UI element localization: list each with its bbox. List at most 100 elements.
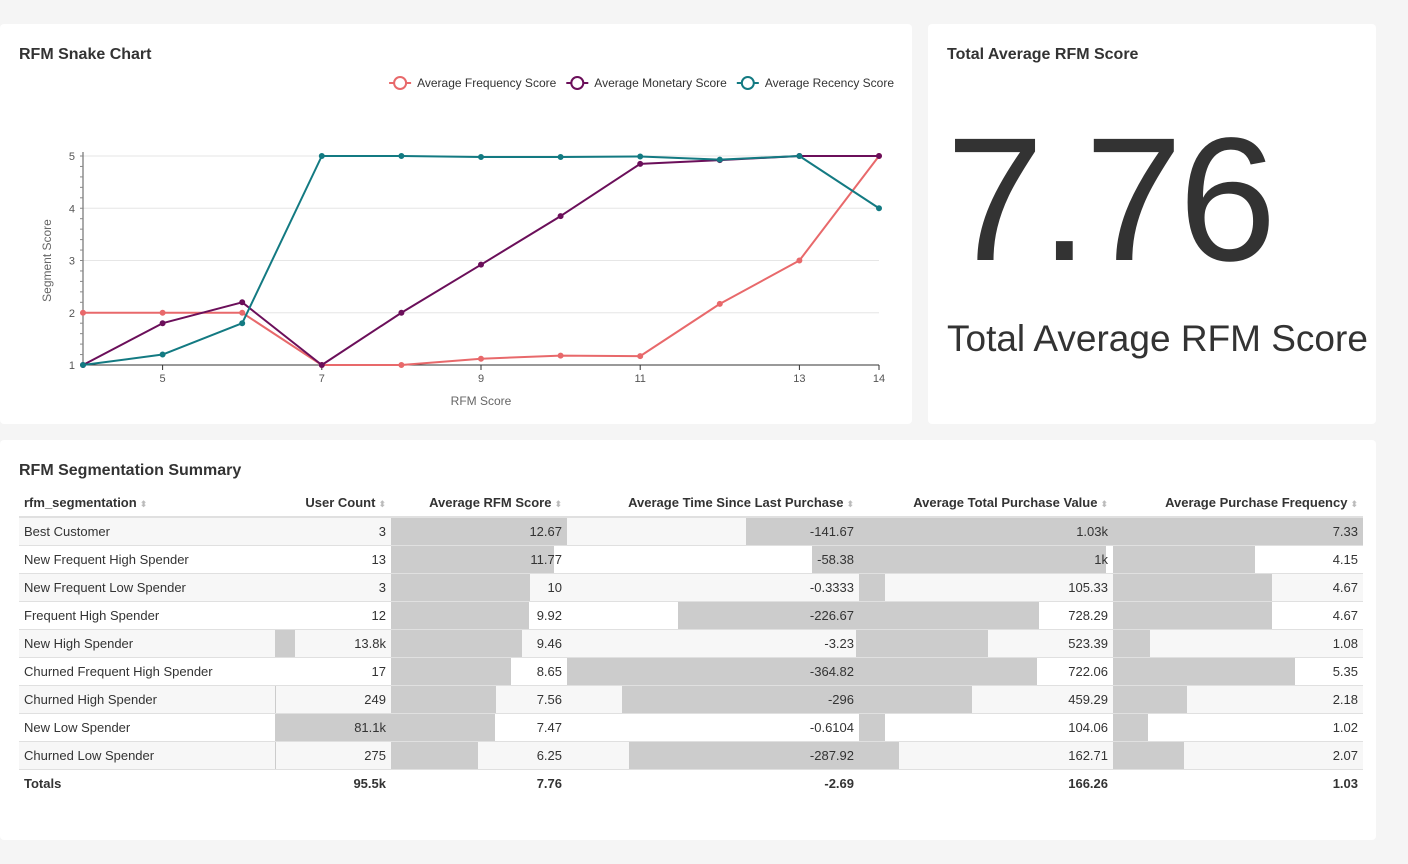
column-header-user-count[interactable]: User Count ⬍ xyxy=(275,488,391,518)
totals-user-count: 95.5k xyxy=(275,770,391,797)
data-point xyxy=(637,353,644,360)
table-row: Churned Low Spender 275 6.25 -287.92 162.71 2… xyxy=(19,741,1363,770)
y-tick-label: 2 xyxy=(69,308,75,320)
sort-icon[interactable]: ⬍ xyxy=(378,498,386,509)
time-cell: -364.82 xyxy=(567,657,859,686)
value-bar xyxy=(391,518,567,545)
kpi-label: Total Average RFM Score xyxy=(947,318,1368,359)
cell-value: 249 xyxy=(364,692,386,707)
x-tick-label: 13 xyxy=(793,373,805,385)
table-header-row: rfm_segmentation ⬍ User Count ⬍ Average RFM … xyxy=(19,488,1363,518)
sort-icon[interactable]: ⬍ xyxy=(846,498,854,509)
cell-value: 4.67 xyxy=(1332,608,1358,623)
x-tick-label: 11 xyxy=(634,373,645,385)
data-point xyxy=(637,153,644,160)
data-point xyxy=(239,320,246,327)
data-point xyxy=(716,300,723,307)
cell-value: -141.67 xyxy=(809,524,854,539)
column-header-value[interactable]: Average Total Purchase Value ⬍ xyxy=(859,488,1113,518)
sort-icon[interactable]: ⬍ xyxy=(139,498,148,509)
user-count-cell: 13.8k xyxy=(275,629,391,658)
column-header-rfm[interactable]: Average RFM Score ⬍ xyxy=(391,488,567,518)
value-bar xyxy=(859,742,900,769)
cell-value: 13 xyxy=(371,552,386,567)
cell-value: 95.5k xyxy=(353,775,386,791)
segment-cell: Best Customer xyxy=(19,517,275,546)
cell-value: 162.71 xyxy=(1068,748,1108,763)
data-point xyxy=(557,352,564,359)
value-bar xyxy=(859,630,989,657)
cell-value: 459.29 xyxy=(1068,692,1108,707)
user-count-cell: 17 xyxy=(275,657,391,686)
freq-cell: 1.02 xyxy=(1113,713,1363,742)
value-bar xyxy=(275,630,295,657)
value-bar xyxy=(628,742,859,769)
x-tick-label: 7 xyxy=(319,373,325,385)
cell-value: 9.46 xyxy=(536,636,562,651)
user-count-cell: 3 xyxy=(275,573,391,602)
table-row: New High Spender 13.8k 9.46 -3.23 523.39 1.08 xyxy=(19,629,1363,658)
column-header-label: Average Time Since Last Purchase xyxy=(628,494,844,510)
value-bar xyxy=(391,546,555,573)
user-count-cell: 12 xyxy=(275,601,391,630)
cell-value: 722.06 xyxy=(1068,664,1108,679)
legend-marker xyxy=(570,76,585,90)
time-cell: -3.23 xyxy=(567,629,859,658)
data-point xyxy=(796,257,803,264)
segment-cell: New High Spender xyxy=(19,629,275,658)
cell-value: 12.67 xyxy=(529,524,562,539)
value-cell: 1k xyxy=(859,545,1113,574)
column-header-label: rfm_segmentation xyxy=(24,494,137,510)
legend-item: Average Recency Score xyxy=(736,76,894,90)
freq-cell: 1.08 xyxy=(1113,629,1363,658)
data-point xyxy=(239,299,246,306)
freq-cell: 5.35 xyxy=(1113,657,1363,686)
column-header-freq[interactable]: Average Purchase Frequency ⬍ xyxy=(1113,488,1363,518)
data-point xyxy=(159,309,166,316)
value-cell: 162.71 xyxy=(859,741,1113,770)
data-point xyxy=(478,261,484,268)
freq-cell: 4.67 xyxy=(1113,573,1363,602)
data-point xyxy=(159,351,166,358)
column-header-segment[interactable]: rfm_segmentation ⬍ xyxy=(19,488,275,518)
table-row: Churned Frequent High Spender 17 8.65 -364.… xyxy=(19,657,1363,686)
value-bar xyxy=(1113,658,1296,685)
value-bar xyxy=(567,658,859,685)
data-point xyxy=(478,355,484,362)
data-point xyxy=(80,362,86,368)
data-point xyxy=(637,160,644,167)
cell-value: 6.25 xyxy=(536,748,562,763)
user-count-cell: 81.1k xyxy=(275,713,391,742)
sort-icon[interactable]: ⬍ xyxy=(1100,498,1108,509)
cell-value: 7.76 xyxy=(536,775,562,791)
value-bar xyxy=(1113,518,1363,545)
rfm-cell: 7.56 xyxy=(391,685,567,714)
cell-value: 13.8k xyxy=(354,636,386,651)
user-count-cell: 3 xyxy=(275,517,391,546)
totals-freq: 1.03 xyxy=(1113,770,1363,797)
x-tick-label: 9 xyxy=(478,373,484,385)
table-row: Frequent High Spender 12 9.92 -226.67 728.29… xyxy=(19,601,1363,630)
summary-table: rfm_segmentation ⬍ User Count ⬍ Average RFM … xyxy=(19,488,1363,796)
x-axis-title: RFM Score xyxy=(451,394,512,408)
table-row: New Frequent Low Spender 3 10 -0.3333 105.33… xyxy=(19,573,1363,602)
value-bar xyxy=(745,518,859,545)
legend-item: Average Frequency Score xyxy=(389,76,557,90)
time-cell: -287.92 xyxy=(567,741,859,770)
data-point xyxy=(159,320,166,327)
cell-value: 275 xyxy=(364,748,386,763)
table-row: New Frequent High Spender 13 11.77 -58.38 1k… xyxy=(19,545,1363,574)
value-bar xyxy=(1113,574,1273,601)
cell-value: -296 xyxy=(827,692,854,707)
value-cell: 105.33 xyxy=(859,573,1113,602)
sort-icon[interactable]: ⬍ xyxy=(554,498,562,509)
y-tick-label: 3 xyxy=(69,256,75,268)
table-row: Best Customer 3 12.67 -141.67 1.03k 7.33 xyxy=(19,517,1363,546)
column-header-time[interactable]: Average Time Since Last Purchase ⬍ xyxy=(567,488,859,518)
snake-chart: 1 2 3 4 5 5 7 9 11 13 14 RFM Score Segment Score Aver… xyxy=(40,76,894,408)
segment-cell: New Frequent High Spender xyxy=(19,545,275,574)
user-count-cell: 275 xyxy=(275,741,391,770)
table-title: RFM Segmentation Summary xyxy=(19,462,242,479)
value-bar xyxy=(391,602,529,629)
sort-icon[interactable]: ⬍ xyxy=(1350,498,1358,509)
